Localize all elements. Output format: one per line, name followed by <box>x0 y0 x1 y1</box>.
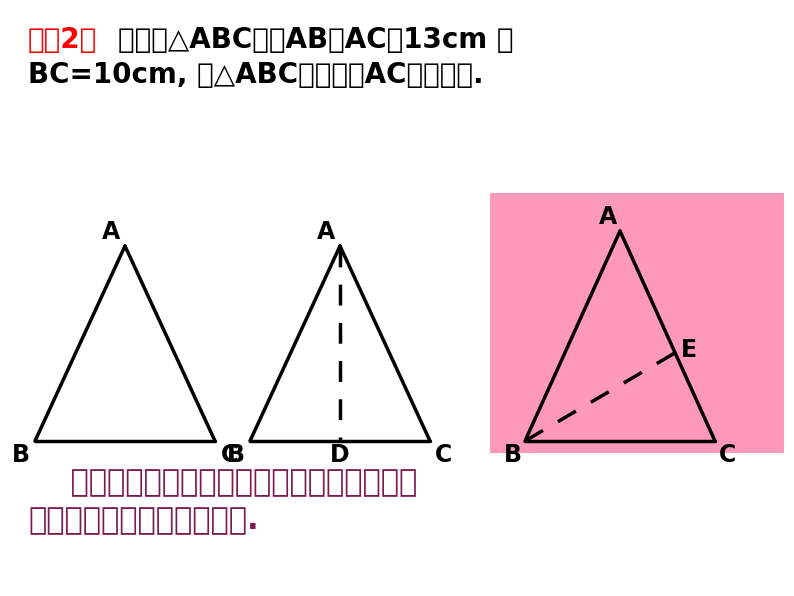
Text: A: A <box>317 220 335 244</box>
Text: A: A <box>102 220 120 244</box>
Text: 在等腰△ABC中，AB＝AC＝13cm ，: 在等腰△ABC中，AB＝AC＝13cm ， <box>118 26 514 54</box>
Text: B: B <box>227 443 245 467</box>
Text: 两个直角三角形中，如果有一条公共边，可: 两个直角三角形中，如果有一条公共边，可 <box>28 468 418 497</box>
Text: 利用勾股定理建立方程求解.: 利用勾股定理建立方程求解. <box>28 506 259 535</box>
Text: B: B <box>12 443 30 467</box>
Text: BC=10cm, 求△ABC的面积和AC边上的高.: BC=10cm, 求△ABC的面积和AC边上的高. <box>28 61 484 89</box>
Bar <box>490 193 784 453</box>
Text: C: C <box>221 443 237 467</box>
Text: 变式2、: 变式2、 <box>28 26 97 54</box>
Text: C: C <box>435 443 453 467</box>
Text: A: A <box>599 205 617 229</box>
Text: B: B <box>504 443 522 467</box>
Text: D: D <box>330 443 350 467</box>
Text: C: C <box>719 443 735 467</box>
Text: E: E <box>681 338 697 362</box>
